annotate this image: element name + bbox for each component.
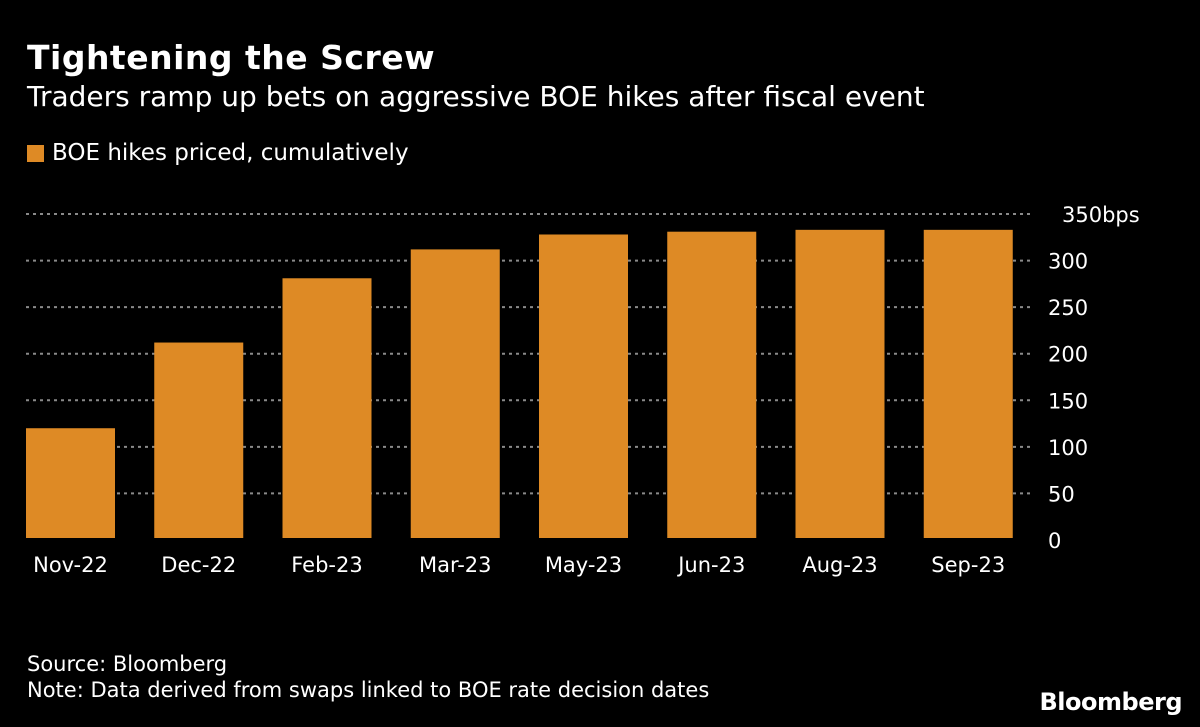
x-tick-label: Mar-23 [419,553,492,577]
footnote: Note: Data derived from swaps linked to … [27,678,710,702]
x-tick-label: Sep-23 [931,553,1005,577]
legend-label: BOE hikes priced, cumulatively [52,140,409,166]
bar [923,229,1013,538]
bar [539,234,628,538]
bar [410,249,500,538]
y-tick-label: 200 [1048,343,1088,367]
bloomberg-logo: Bloomberg [1039,688,1183,716]
chart-title: Tightening the Screw [27,38,436,77]
y-tick-label: 50 [1048,482,1075,506]
x-tick-label: Jun-23 [676,553,745,577]
y-tick-label: 350bps [1062,203,1140,227]
y-tick-label: 300 [1048,250,1088,274]
legend-swatch [27,144,44,162]
y-tick-label: 150 [1048,389,1088,413]
bar [667,231,757,538]
x-tick-label: Feb-23 [291,553,362,577]
bar [795,229,885,538]
x-tick-label: Nov-22 [33,553,108,577]
y-tick-label: 100 [1048,436,1088,460]
y-tick-label: 250 [1048,296,1088,320]
source-note: Source: Bloomberg [27,652,228,676]
x-tick-label: Aug-23 [802,553,877,577]
x-tick-label: Dec-22 [161,553,236,577]
legend: BOE hikes priced, cumulatively [27,140,409,166]
y-tick-label: 0 [1048,529,1061,553]
bar [282,278,372,538]
bar [26,428,115,538]
bar [154,342,244,538]
chart-subtitle: Traders ramp up bets on aggressive BOE h… [27,80,925,113]
x-tick-label: May-23 [545,553,622,577]
